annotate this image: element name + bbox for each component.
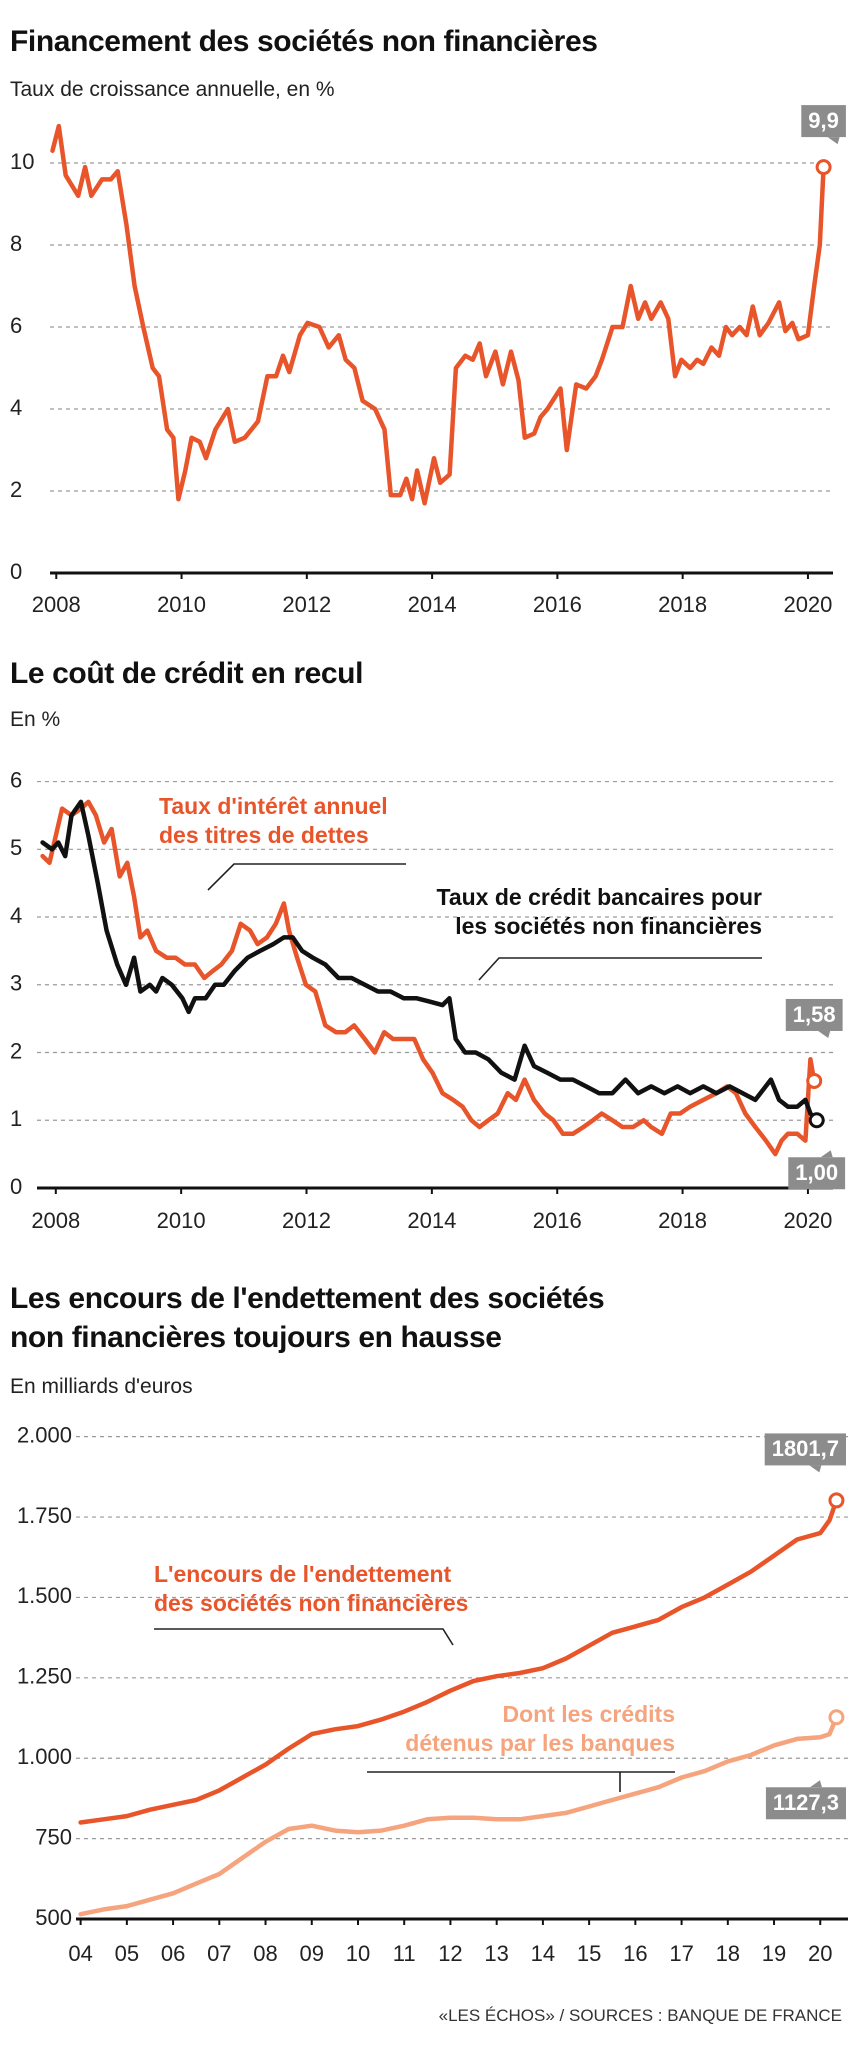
end-marker: [815, 159, 832, 176]
x-tick-label: 08: [253, 1941, 277, 1966]
y-tick-label: 4: [10, 395, 22, 420]
y-tick-label: 500: [35, 1905, 72, 1930]
y-tick-label: 10: [10, 149, 34, 174]
series-label: Taux de crédit bancaires pour les sociét…: [436, 884, 762, 939]
x-tick-label: 2018: [658, 592, 707, 617]
end-label-box: [764, 1433, 846, 1466]
x-tick-label: 05: [115, 1941, 139, 1966]
chart-title: Les encours de l'endettement des société…: [10, 1282, 605, 1354]
end-label-box: [801, 105, 846, 138]
callout: [478, 957, 762, 981]
end-label: 9,9: [808, 108, 839, 133]
chart-title: Financement des sociétés non financières: [10, 25, 598, 58]
series-label: L'encours de l'endettement des sociétés …: [154, 1561, 469, 1616]
x-tick-label: 10: [346, 1941, 370, 1966]
x-tick-label: 18: [716, 1941, 740, 1966]
x-tick-label: 2014: [407, 1208, 456, 1233]
end-label: 1801,7: [772, 1436, 839, 1461]
series-line: [50, 123, 826, 506]
end-label: 1127,3: [773, 1790, 839, 1815]
x-tick-label: 09: [300, 1941, 324, 1966]
y-tick-label: 1.000: [17, 1744, 72, 1769]
end-label: 1,00: [795, 1160, 838, 1185]
series-line: [40, 799, 817, 1157]
x-tick-label: 2008: [32, 592, 81, 617]
end-label-pointer: [809, 1780, 822, 1788]
end-marker: [808, 1112, 825, 1129]
x-tick-label: 2010: [157, 592, 206, 617]
series-line: [78, 1498, 839, 1825]
end-label: 1,58: [793, 1002, 836, 1027]
y-tick-label: 2: [10, 477, 22, 502]
chart-title: Le coût de crédit en recul: [10, 657, 364, 690]
x-tick-label: 2012: [282, 592, 331, 617]
series-line: [78, 1715, 839, 1917]
x-tick-label: 2014: [408, 592, 457, 617]
y-tick-label: 8: [10, 231, 22, 256]
x-tick-label: 17: [669, 1941, 693, 1966]
chart-subtitle: En milliards d'euros: [10, 1375, 193, 1398]
x-tick-label: 2008: [31, 1208, 80, 1233]
callout: [207, 863, 406, 891]
x-tick-label: 12: [438, 1941, 462, 1966]
y-tick-label: 3: [10, 971, 22, 996]
y-tick-label: 750: [35, 1824, 72, 1849]
x-tick-label: 06: [161, 1941, 185, 1966]
x-tick-label: 19: [762, 1941, 786, 1966]
y-tick-label: 2.000: [17, 1422, 72, 1447]
chart-subtitle: En %: [10, 708, 61, 731]
x-tick-label: 20: [808, 1941, 832, 1966]
x-tick-label: 2012: [282, 1208, 331, 1233]
x-tick-label: 2018: [658, 1208, 707, 1233]
end-label-box: [788, 1157, 846, 1190]
end-marker: [806, 1072, 823, 1089]
y-tick-label: 1.250: [17, 1664, 72, 1689]
end-label-box: [765, 1787, 846, 1820]
source: «LES ÉCHOS» / SOURCES : BANQUE DE FRANCE: [438, 2006, 842, 2025]
end-label-pointer: [809, 1465, 822, 1473]
y-tick-label: 5: [10, 835, 22, 860]
chart-subtitle: Taux de croissance annuelle, en %: [10, 78, 335, 101]
y-tick-label: 1.750: [17, 1503, 72, 1528]
y-tick-label: 1: [10, 1106, 22, 1131]
end-marker: [828, 1492, 845, 1509]
callout: [154, 1628, 454, 1646]
series-line: [40, 799, 819, 1123]
x-tick-label: 07: [207, 1941, 231, 1966]
x-tick-label: 14: [531, 1941, 555, 1966]
series-label: Taux d'intérêt annuel des titres de dett…: [159, 793, 388, 848]
y-tick-label: 4: [10, 903, 22, 928]
x-tick-label: 2020: [783, 592, 832, 617]
x-tick-label: 15: [577, 1941, 601, 1966]
x-tick-label: 2020: [783, 1208, 832, 1233]
x-tick-label: 2010: [157, 1208, 206, 1233]
y-tick-label: 0: [10, 1174, 22, 1199]
end-label-pointer: [820, 1150, 833, 1158]
x-tick-label: 16: [623, 1941, 647, 1966]
end-label-pointer: [827, 137, 840, 145]
end-label-pointer: [818, 1030, 831, 1038]
y-tick-label: 2: [10, 1038, 22, 1063]
x-tick-label: 11: [393, 1941, 416, 1966]
x-tick-label: 13: [484, 1941, 508, 1966]
series-label: Dont les crédits détenus par les banques: [405, 1701, 675, 1756]
x-tick-label: 2016: [533, 592, 582, 617]
y-tick-label: 1.500: [17, 1583, 72, 1608]
y-tick-label: 6: [10, 767, 22, 792]
x-tick-label: 04: [68, 1941, 92, 1966]
y-tick-label: 0: [10, 559, 22, 584]
y-tick-label: 6: [10, 313, 22, 338]
end-label-box: [785, 998, 843, 1031]
x-tick-label: 2016: [533, 1208, 582, 1233]
end-marker: [828, 1709, 845, 1726]
